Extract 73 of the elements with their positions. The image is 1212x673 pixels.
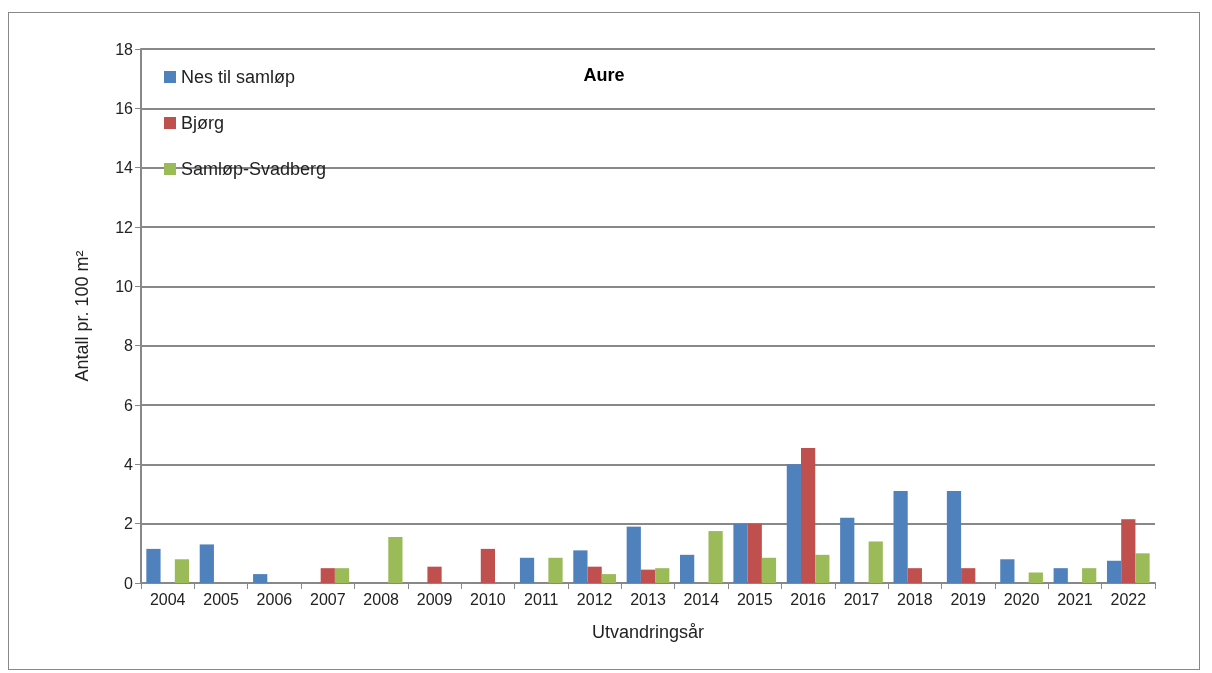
bar bbox=[427, 566, 442, 583]
y-tick-label: 12 bbox=[115, 218, 134, 236]
x-tick-label: 2020 bbox=[1003, 590, 1040, 608]
y-tick-label: 6 bbox=[124, 396, 134, 414]
bar bbox=[1082, 568, 1097, 583]
x-tick-label: 2011 bbox=[524, 590, 559, 608]
bar bbox=[253, 574, 268, 583]
y-tick-label: 8 bbox=[124, 337, 134, 355]
bar bbox=[680, 554, 695, 583]
bar bbox=[199, 544, 214, 583]
bar bbox=[334, 568, 350, 583]
y-tick-label: 0 bbox=[124, 574, 134, 592]
bar bbox=[733, 523, 748, 583]
legend-label: Bjørg bbox=[181, 113, 225, 133]
x-tick-label: 2004 bbox=[149, 590, 186, 608]
bar bbox=[708, 531, 723, 583]
legend-label: Samløp-Svadberg bbox=[181, 159, 327, 179]
bar bbox=[320, 568, 335, 583]
bar bbox=[946, 491, 962, 583]
x-tick-label: 2017 bbox=[843, 590, 880, 608]
bar bbox=[640, 569, 656, 583]
bar bbox=[747, 523, 762, 583]
bar bbox=[174, 559, 190, 583]
bar bbox=[548, 557, 563, 583]
x-tick-label: 2018 bbox=[897, 590, 933, 608]
bar bbox=[1053, 568, 1068, 583]
bar bbox=[519, 557, 535, 583]
x-tick-label: 2012 bbox=[576, 590, 613, 608]
bar bbox=[1106, 560, 1122, 583]
bar bbox=[840, 517, 855, 583]
x-tick-label: 2015 bbox=[736, 590, 773, 608]
y-tick-label: 10 bbox=[115, 277, 134, 295]
bar bbox=[573, 550, 588, 583]
x-tick-label: 2014 bbox=[683, 590, 720, 608]
x-tick-label: 2013 bbox=[630, 590, 666, 608]
x-tick-label: 2010 bbox=[470, 590, 506, 608]
bar bbox=[1028, 572, 1043, 583]
bar bbox=[761, 557, 777, 583]
bar bbox=[1000, 559, 1015, 583]
bar bbox=[388, 537, 403, 583]
x-tick-label: 2008 bbox=[363, 590, 400, 608]
bar bbox=[146, 548, 161, 583]
bar bbox=[907, 568, 922, 583]
x-tick-label: 2022 bbox=[1110, 590, 1147, 608]
bar bbox=[587, 566, 602, 583]
bar bbox=[601, 574, 616, 583]
x-tick-label: 2019 bbox=[950, 590, 987, 608]
y-tick-label: 4 bbox=[124, 455, 134, 473]
bar bbox=[655, 568, 670, 583]
bar bbox=[786, 464, 801, 583]
bar bbox=[480, 548, 496, 583]
bar bbox=[815, 554, 830, 583]
y-tick-label: 2 bbox=[124, 515, 134, 533]
x-axis-title: Utvandringsår bbox=[591, 622, 705, 642]
x-tick-label: 2006 bbox=[256, 590, 293, 608]
x-tick-label: 2009 bbox=[416, 590, 453, 608]
bar bbox=[1121, 519, 1136, 583]
y-tick-label: 18 bbox=[115, 40, 134, 58]
bar bbox=[961, 568, 976, 583]
x-tick-label: 2007 bbox=[309, 590, 346, 608]
x-tick-label: 2021 bbox=[1057, 590, 1093, 608]
bar bbox=[868, 541, 883, 583]
x-tick-label: 2005 bbox=[203, 590, 239, 608]
y-tick-label: 16 bbox=[115, 99, 134, 117]
y-axis-title: Antall pr. 100 m² bbox=[72, 250, 92, 382]
legend-label: Nes til samløp bbox=[181, 67, 296, 87]
x-tick-label: 2016 bbox=[790, 590, 826, 608]
y-tick-label: 14 bbox=[115, 159, 134, 177]
bar bbox=[893, 491, 908, 583]
bar bbox=[1135, 553, 1150, 583]
bar bbox=[626, 526, 641, 583]
text: Aure bbox=[583, 65, 625, 85]
bar bbox=[800, 448, 816, 583]
